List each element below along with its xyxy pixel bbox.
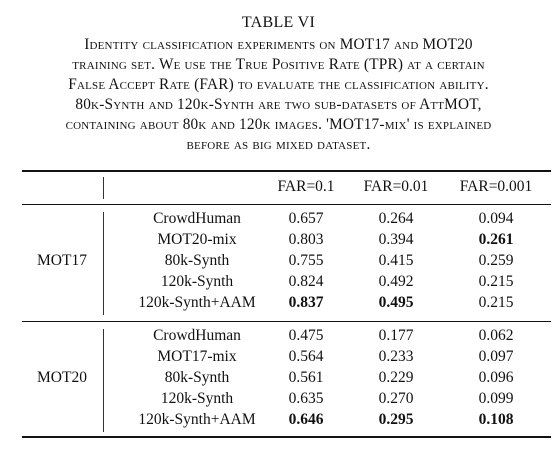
header-divider bbox=[103, 177, 104, 199]
group-rule bbox=[22, 321, 551, 322]
tpr-value: 0.635 bbox=[288, 390, 324, 407]
tpr-value: 0.099 bbox=[478, 390, 514, 407]
tpr-value: 0.492 bbox=[378, 273, 414, 290]
tpr-value: 0.261 bbox=[478, 231, 514, 248]
caption-line: training set. We use the True Positive R… bbox=[72, 56, 485, 73]
group-label: MOT17 bbox=[37, 252, 87, 269]
caption-line: containing about 80k and 120k images. 'M… bbox=[65, 116, 492, 133]
tpr-value: 0.259 bbox=[478, 252, 514, 269]
tpr-value: 0.657 bbox=[288, 210, 324, 227]
caption-line: False Accept Rate (FAR) to evaluate the … bbox=[68, 76, 489, 93]
method-name: 120k-Synth bbox=[160, 273, 234, 290]
group-divider bbox=[103, 212, 104, 315]
tpr-value: 0.394 bbox=[378, 231, 414, 248]
tpr-value: 0.295 bbox=[378, 411, 414, 428]
method-name: 120k-Synth+AAM bbox=[138, 411, 256, 428]
caption-line: 80k-Synth and 120k-Synth are two sub-dat… bbox=[75, 96, 482, 113]
table-title: TABLE VI bbox=[241, 14, 316, 31]
tpr-value: 0.229 bbox=[378, 369, 414, 386]
method-name: 120k-Synth bbox=[160, 390, 234, 407]
method-name: MOT20-mix bbox=[157, 231, 237, 248]
tpr-value: 0.803 bbox=[288, 231, 324, 248]
method-name: CrowdHuman bbox=[153, 327, 241, 344]
tpr-value: 0.062 bbox=[478, 327, 514, 344]
column-header: FAR=0.01 bbox=[363, 178, 429, 195]
tpr-value: 0.215 bbox=[478, 273, 514, 290]
group-label: MOT20 bbox=[37, 369, 87, 386]
tpr-value: 0.177 bbox=[378, 327, 414, 344]
method-name: MOT17-mix bbox=[157, 348, 237, 365]
tpr-value: 0.646 bbox=[288, 411, 324, 428]
caption-line: Identity classification experiments on M… bbox=[84, 36, 473, 53]
tpr-value: 0.233 bbox=[378, 348, 414, 365]
tpr-value: 0.108 bbox=[478, 411, 514, 428]
tpr-value: 0.215 bbox=[478, 294, 514, 311]
tpr-value: 0.096 bbox=[478, 369, 514, 386]
group-divider bbox=[103, 329, 104, 432]
method-name: 120k-Synth+AAM bbox=[138, 294, 256, 311]
column-header: FAR=0.001 bbox=[459, 178, 533, 195]
top-rule bbox=[22, 170, 551, 172]
bottom-rule bbox=[22, 436, 551, 438]
method-name: CrowdHuman bbox=[153, 210, 241, 227]
tpr-value: 0.475 bbox=[288, 327, 324, 344]
tpr-value: 0.495 bbox=[378, 294, 414, 311]
tpr-value: 0.270 bbox=[378, 390, 414, 407]
method-name: 80k-Synth bbox=[164, 252, 230, 269]
tpr-value: 0.564 bbox=[288, 348, 324, 365]
tpr-value: 0.824 bbox=[288, 273, 324, 290]
method-name: 80k-Synth bbox=[164, 369, 230, 386]
tpr-value: 0.094 bbox=[478, 210, 514, 227]
header-rule bbox=[22, 204, 551, 205]
tpr-value: 0.097 bbox=[478, 348, 514, 365]
tpr-value: 0.837 bbox=[288, 294, 324, 311]
tpr-value: 0.264 bbox=[378, 210, 414, 227]
tpr-value: 0.561 bbox=[288, 369, 324, 386]
tpr-value: 0.755 bbox=[288, 252, 324, 269]
tpr-value: 0.415 bbox=[378, 252, 414, 269]
caption-line: before as big mixed dataset. bbox=[186, 136, 371, 153]
column-header: FAR=0.1 bbox=[277, 178, 335, 195]
